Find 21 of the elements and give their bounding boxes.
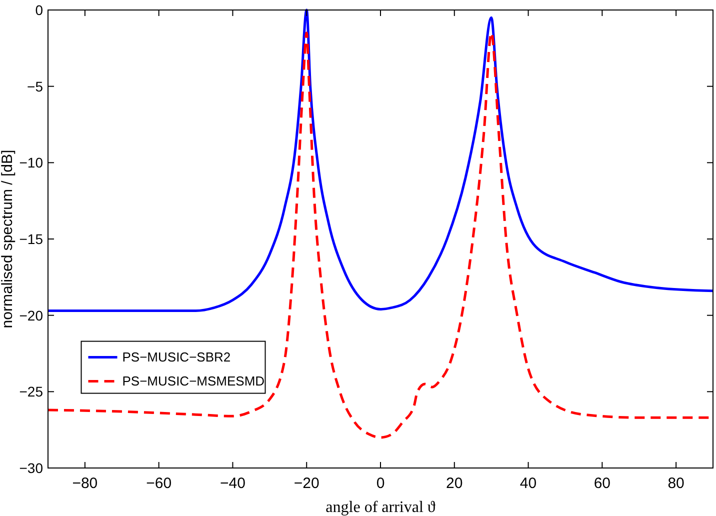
legend-label: PS−MUSIC−SBR2	[122, 349, 231, 364]
y-tick-label: −20	[19, 307, 44, 324]
y-tick-label: −10	[19, 154, 44, 171]
x-tick-label: −80	[72, 475, 98, 492]
x-tick-label: −60	[146, 475, 172, 492]
x-tick-label: 60	[594, 475, 611, 492]
y-axis-title: normalised spectrum / [dB]	[0, 150, 16, 328]
x-tick-label: −20	[294, 475, 320, 492]
y-tick-label: −25	[19, 384, 44, 400]
x-tick-label: 0	[376, 475, 385, 492]
y-tick-label: −30	[19, 460, 44, 476]
x-tick-label: −40	[220, 475, 246, 492]
y-tick-label: 0	[35, 2, 44, 18]
line-series	[48, 8, 713, 312]
y-tick-label: −15	[19, 231, 44, 247]
legend-label: PS−MUSIC−MSMESMD	[122, 373, 265, 388]
x-tick-label: 80	[668, 475, 684, 492]
x-tick-label: 40	[520, 475, 537, 492]
x-tick-label: 20	[446, 475, 463, 492]
y-tick-label: −5	[27, 78, 44, 94]
x-axis-title: angle of arrival ϑ	[326, 499, 436, 516]
